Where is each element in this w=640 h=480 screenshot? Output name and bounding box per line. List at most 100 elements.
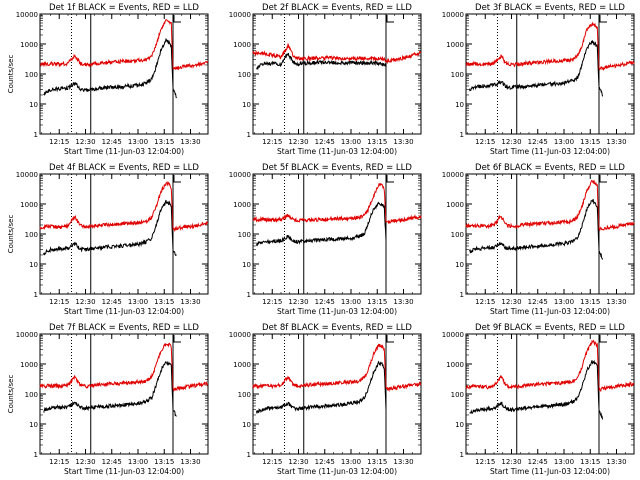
y-tick-label: 10000 xyxy=(16,11,38,19)
y-tick-label: 10000 xyxy=(229,171,251,179)
plot-frame xyxy=(465,13,635,135)
panel-title: Det 2f BLACK = Events, RED = LLD xyxy=(262,3,412,13)
x-axis-label: Start Time (11-Jun-03 12:04:00) xyxy=(490,147,610,156)
panel-title: Det 4f BLACK = Events, RED = LLD xyxy=(49,163,199,173)
y-tick-label: 100 xyxy=(451,71,464,79)
events-series-line xyxy=(469,40,603,97)
y-axis-label: Counts/sec xyxy=(7,215,15,254)
corner-marker xyxy=(173,335,181,343)
x-tick-label: 13:00 xyxy=(128,298,148,306)
lld-series-line xyxy=(465,339,635,393)
x-tick-label: 12:15 xyxy=(262,298,282,306)
x-tick-label: 12:45 xyxy=(315,458,335,466)
plot-frame xyxy=(465,333,635,455)
panel-title: Det 5f BLACK = Events, RED = LLD xyxy=(262,163,412,173)
y-tick-label: 10000 xyxy=(16,171,38,179)
corner-marker xyxy=(386,15,394,23)
y-axis-label: Counts/sec xyxy=(7,55,15,94)
detector-panel: Det 2f BLACK = Events, RED = LLD 1 10 100 10… xyxy=(229,3,422,156)
y-tick-label: 1000 xyxy=(446,361,464,369)
x-tick-label: 13:30 xyxy=(393,458,413,466)
x-tick-label: 13:00 xyxy=(128,458,148,466)
plot-frame xyxy=(39,13,209,135)
x-axis-label: Start Time (11-Jun-03 12:04:00) xyxy=(277,467,397,476)
x-tick-label: 13:00 xyxy=(554,138,574,146)
panel-title: Det 3f BLACK = Events, RED = LLD xyxy=(475,3,625,13)
y-tick-label: 10 xyxy=(242,261,251,269)
x-tick-label: 12:45 xyxy=(528,458,548,466)
detector-panel: Det 4f BLACK = Events, RED = LLD 1 10 100 10… xyxy=(7,163,209,316)
x-tick-label: 13:15 xyxy=(367,138,387,146)
lld-series-line xyxy=(465,21,635,72)
x-tick-label: 12:30 xyxy=(288,458,308,466)
detector-panel: Det 6f BLACK = Events, RED = LLD 1 10 100 10… xyxy=(442,163,635,316)
x-tick-label: 13:15 xyxy=(154,298,174,306)
y-tick-label: 1000 xyxy=(20,41,38,49)
y-tick-label: 1 xyxy=(460,451,464,459)
y-tick-label: 10 xyxy=(29,101,38,109)
y-axis-label: Counts/sec xyxy=(7,375,15,414)
lld-series-line xyxy=(39,342,209,392)
corner-marker xyxy=(173,15,181,23)
events-series-line xyxy=(469,198,603,260)
y-tick-label: 100 xyxy=(25,391,38,399)
y-tick-label: 1000 xyxy=(233,41,251,49)
x-tick-label: 12:15 xyxy=(475,298,495,306)
x-tick-label: 13:30 xyxy=(393,138,413,146)
y-tick-label: 10000 xyxy=(442,331,464,339)
plot-frame xyxy=(39,333,209,455)
x-tick-label: 12:15 xyxy=(475,138,495,146)
x-tick-label: 13:15 xyxy=(154,458,174,466)
x-tick-label: 13:30 xyxy=(606,298,626,306)
y-tick-label: 1 xyxy=(34,291,38,299)
x-tick-label: 13:00 xyxy=(341,298,361,306)
detector-panel: Det 7f BLACK = Events, RED = LLD 1 10 100 10… xyxy=(7,323,209,476)
x-axis-label: Start Time (11-Jun-03 12:04:00) xyxy=(64,307,184,316)
panel-title: Det 8f BLACK = Events, RED = LLD xyxy=(262,323,412,333)
x-tick-label: 13:15 xyxy=(367,458,387,466)
y-tick-label: 10 xyxy=(29,421,38,429)
events-series-line xyxy=(43,37,177,99)
x-tick-label: 12:30 xyxy=(75,138,95,146)
detector-panel: Det 1f BLACK = Events, RED = LLD 1 10 100 10… xyxy=(7,3,209,156)
x-tick-label: 12:45 xyxy=(528,298,548,306)
y-tick-label: 1000 xyxy=(233,361,251,369)
x-tick-label: 13:00 xyxy=(554,298,574,306)
y-tick-label: 1 xyxy=(247,291,251,299)
y-tick-label: 10000 xyxy=(442,11,464,19)
x-tick-label: 13:30 xyxy=(180,138,200,146)
panel-title: Det 6f BLACK = Events, RED = LLD xyxy=(475,163,625,173)
x-tick-label: 12:15 xyxy=(49,138,69,146)
y-tick-label: 10 xyxy=(455,261,464,269)
lld-series-line xyxy=(252,183,422,225)
x-tick-label: 13:30 xyxy=(393,298,413,306)
y-tick-label: 100 xyxy=(238,71,251,79)
x-tick-label: 12:45 xyxy=(528,138,548,146)
x-tick-label: 12:30 xyxy=(75,298,95,306)
x-axis-label: Start Time (11-Jun-03 12:04:00) xyxy=(490,307,610,316)
x-tick-label: 13:15 xyxy=(580,138,600,146)
panel-title: Det 7f BLACK = Events, RED = LLD xyxy=(49,323,199,333)
y-tick-label: 100 xyxy=(451,391,464,399)
events-series-line xyxy=(43,199,177,256)
lld-series-line xyxy=(39,181,209,233)
x-tick-label: 13:15 xyxy=(580,298,600,306)
detector-panel: Det 3f BLACK = Events, RED = LLD 1 10 100 10… xyxy=(442,3,635,156)
corner-marker xyxy=(386,335,394,343)
corner-marker xyxy=(173,175,181,183)
y-tick-label: 100 xyxy=(25,231,38,239)
corner-marker xyxy=(599,175,607,183)
x-tick-label: 13:00 xyxy=(341,138,361,146)
y-tick-label: 100 xyxy=(238,391,251,399)
x-axis-label: Start Time (11-Jun-03 12:04:00) xyxy=(64,467,184,476)
events-series-line xyxy=(469,359,603,420)
y-tick-label: 100 xyxy=(25,71,38,79)
plot-frame xyxy=(39,173,209,295)
y-tick-label: 10000 xyxy=(229,11,251,19)
lld-series-line xyxy=(465,179,635,232)
y-tick-label: 10 xyxy=(455,101,464,109)
x-tick-label: 13:30 xyxy=(606,138,626,146)
detector-panel: Det 5f BLACK = Events, RED = LLD 1 10 100 10… xyxy=(229,163,422,316)
x-tick-label: 12:15 xyxy=(49,298,69,306)
